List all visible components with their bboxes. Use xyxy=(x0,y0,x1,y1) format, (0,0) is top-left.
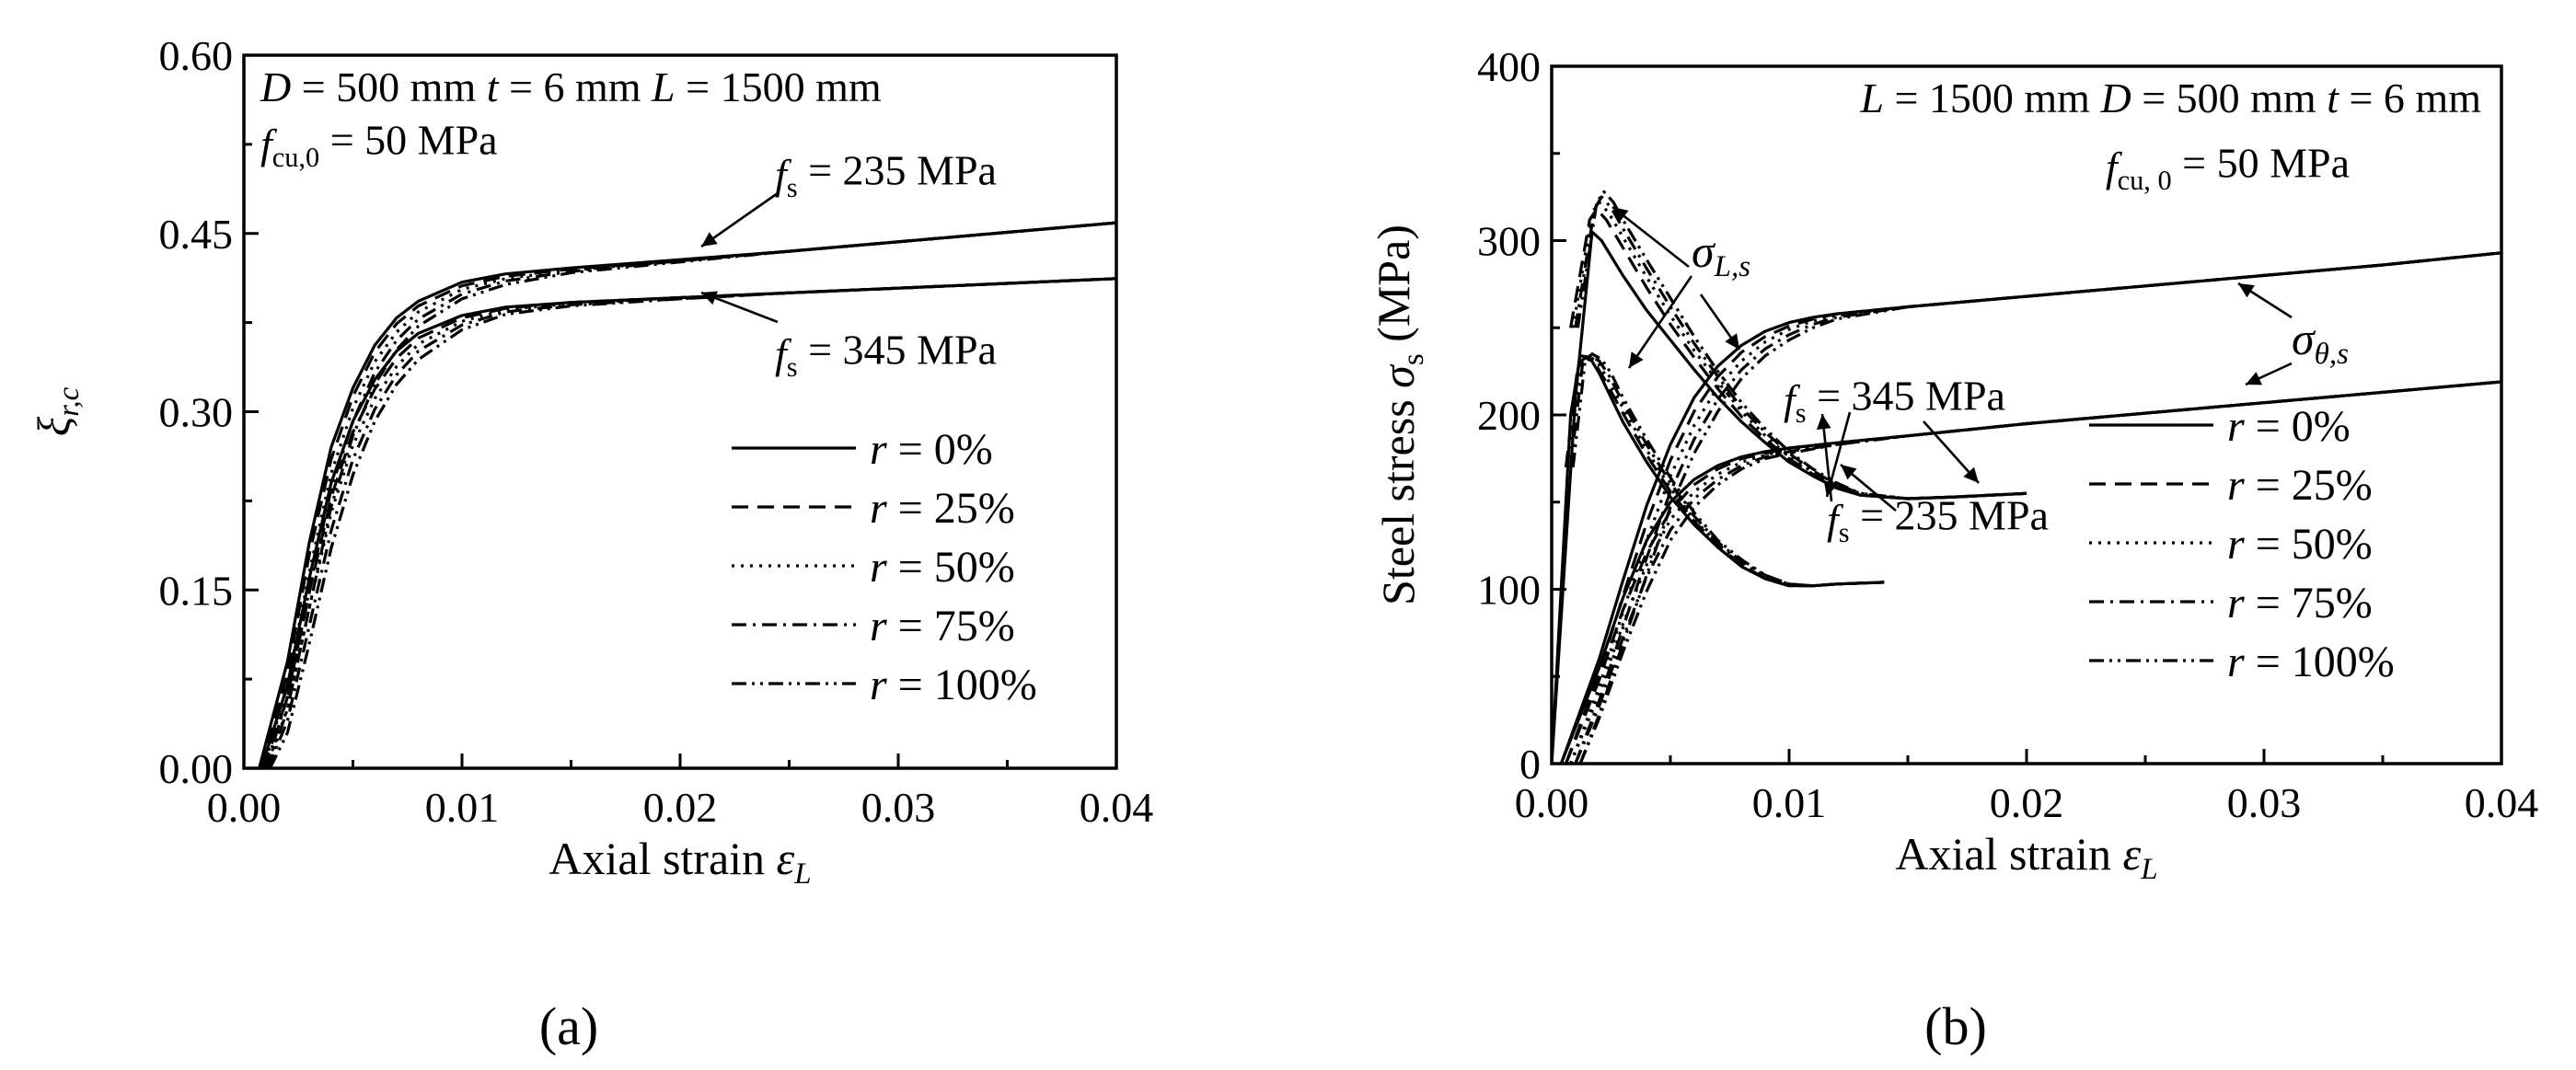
annotation-fs-345: fs = 345 MPa xyxy=(775,326,997,383)
y-tick-label: 0.60 xyxy=(159,32,234,79)
y-tick-label: 0 xyxy=(1519,741,1541,788)
y-axis-title: Steel stress σs (MPa) xyxy=(1368,224,1430,605)
x-tick-label: 0.04 xyxy=(1080,784,1154,831)
annotation-arrow xyxy=(1627,275,1693,369)
legend-label: r = 25% xyxy=(2227,461,2373,510)
legend-label: r = 50% xyxy=(870,543,1015,592)
x-tick-label: 0.03 xyxy=(2227,779,2302,826)
y-tick-label: 0.00 xyxy=(159,745,234,792)
legend-label: r = 0% xyxy=(2227,402,2351,451)
annotation-fs-235: fs = 235 MPa xyxy=(775,146,997,203)
legend-label: r = 75% xyxy=(870,602,1015,650)
x-tick-label: 0.00 xyxy=(207,784,282,831)
annotation-sigma-L: σL,s xyxy=(1692,225,1750,283)
y-tick-label: 0.30 xyxy=(159,389,234,436)
series-line xyxy=(1578,380,2501,764)
x-tick-label: 0.00 xyxy=(1515,779,1589,826)
y-tick-label: 200 xyxy=(1477,392,1541,439)
panel-a: 0.00 0.01 0.02 0.03 0.04 0.00 0.15 0.30 0.45 0.60… xyxy=(28,32,1153,1056)
y-axis-title: ξr,c xyxy=(28,386,86,436)
annotation-arrow xyxy=(700,191,779,248)
legend-label: r = 25% xyxy=(870,484,1015,533)
panel-b: 0.00 0.01 0.02 0.03 0.04 0 100 200 300 400 Axial s… xyxy=(1368,43,2538,1056)
x-tick-label: 0.03 xyxy=(861,784,936,831)
legend-label: r = 50% xyxy=(2227,520,2373,569)
panel-label: (a) xyxy=(539,996,598,1056)
series-line xyxy=(1564,251,2501,764)
panel-label: (b) xyxy=(1924,996,1987,1056)
series-group xyxy=(258,221,1116,768)
y-tick-label: 400 xyxy=(1477,43,1541,90)
params-line-2: fcu, 0 = 50 MPa xyxy=(2106,139,2350,196)
series-group xyxy=(1552,190,2501,764)
x-tick-label: 0.02 xyxy=(643,784,718,831)
annotation-fs-235: fs = 235 MPa xyxy=(1827,491,2049,548)
arrow-head xyxy=(1725,333,1739,350)
x-tick-label: 0.01 xyxy=(1752,779,1827,826)
y-tick-label: 300 xyxy=(1477,218,1541,265)
y-tick-label: 100 xyxy=(1477,567,1541,614)
arrow-head xyxy=(1841,465,1857,480)
series-line xyxy=(1574,195,2027,500)
y-tick-label: 0.45 xyxy=(159,211,234,258)
annotation-sigma-theta: σθ,s xyxy=(2292,313,2349,371)
legend-label: r = 0% xyxy=(870,425,993,474)
series-line xyxy=(1574,251,2501,764)
arrow-head xyxy=(701,291,718,305)
series-line xyxy=(1576,190,2027,500)
series-line xyxy=(1569,380,2501,764)
series-line xyxy=(1565,380,2501,764)
x-tick-label: 0.01 xyxy=(425,784,500,831)
series-line xyxy=(1569,207,2027,500)
x-tick-label: 0.02 xyxy=(1990,779,2064,826)
x-axis-title: Axial strain εL xyxy=(549,833,811,891)
annotation-fs-345: fs = 345 MPa xyxy=(1784,372,2005,429)
arrow-head xyxy=(701,232,718,247)
arrow-head xyxy=(2238,283,2255,298)
series-line xyxy=(1571,352,1885,588)
annotation-arrow xyxy=(1611,205,1690,269)
params-line-2: fcu,0 = 50 MPa xyxy=(260,116,498,173)
legend-label: r = 75% xyxy=(2227,579,2373,627)
x-axis-title: Axial strain εL xyxy=(1895,828,2157,886)
series-line xyxy=(1559,380,2501,764)
params-line-1: D = 500 mm t = 6 mm L = 1500 mm xyxy=(260,63,882,110)
arrow-head xyxy=(1629,351,1644,368)
y-tick-label: 0.15 xyxy=(159,567,234,614)
series-line xyxy=(268,277,1116,768)
arrow-head xyxy=(2246,372,2262,385)
legend-label: r = 100% xyxy=(870,661,1037,709)
arrow-head xyxy=(1963,466,1979,483)
series-line xyxy=(1566,354,1885,588)
params-line-1: L = 1500 mm D = 500 mm t = 6 mm xyxy=(1859,75,2481,121)
legend-label: r = 100% xyxy=(2227,638,2395,686)
arrow-head xyxy=(1816,414,1831,430)
arrow-head xyxy=(1612,207,1629,223)
series-line xyxy=(1574,380,2501,764)
x-tick-label: 0.04 xyxy=(2465,779,2539,826)
